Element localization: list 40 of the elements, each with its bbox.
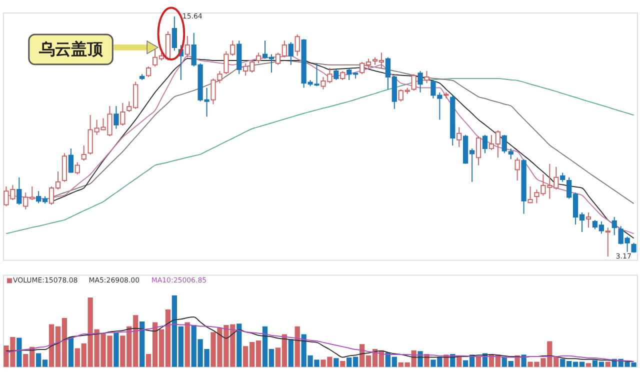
candlestick bbox=[16, 176, 22, 206]
candlestick bbox=[68, 148, 74, 174]
candlestick bbox=[74, 162, 80, 175]
candlestick bbox=[586, 212, 592, 228]
candlestick bbox=[172, 16, 178, 52]
candlestick bbox=[482, 134, 488, 154]
bar bbox=[586, 363, 592, 367]
candlestick bbox=[605, 227, 610, 257]
candlestick bbox=[560, 172, 566, 182]
bar bbox=[288, 339, 294, 367]
candlestick bbox=[114, 106, 119, 130]
bar bbox=[294, 326, 300, 367]
bar bbox=[68, 337, 74, 367]
bar bbox=[184, 322, 190, 367]
candlestick bbox=[184, 36, 190, 58]
candlestick bbox=[334, 68, 339, 81]
candlestick bbox=[294, 34, 300, 56]
bar bbox=[114, 332, 119, 367]
candlestick bbox=[514, 157, 520, 181]
bar bbox=[16, 338, 22, 367]
bar bbox=[605, 362, 610, 367]
candlestick bbox=[424, 70, 430, 84]
candlestick bbox=[288, 42, 294, 66]
bar bbox=[334, 358, 339, 367]
annotation: 乌云盖顶 bbox=[38, 39, 104, 58]
candlestick bbox=[476, 136, 482, 166]
bar bbox=[340, 360, 346, 367]
candlestick bbox=[418, 70, 423, 93]
candlestick bbox=[81, 144, 86, 162]
candlestick bbox=[456, 126, 462, 148]
bar bbox=[476, 356, 482, 367]
bar bbox=[236, 324, 242, 367]
candlestick bbox=[146, 66, 152, 78]
candlestick bbox=[612, 216, 617, 236]
candlestick bbox=[528, 186, 533, 204]
candlestick bbox=[340, 70, 346, 81]
candlestick bbox=[256, 52, 262, 64]
bar bbox=[140, 321, 145, 367]
candlestick bbox=[120, 102, 126, 126]
candlestick bbox=[411, 74, 416, 92]
